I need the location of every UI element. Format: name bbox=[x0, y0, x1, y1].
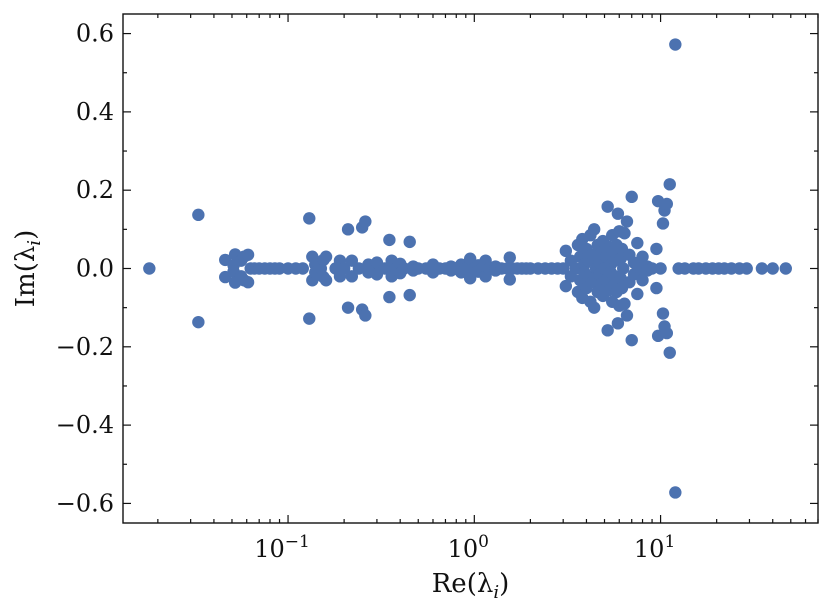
data-point bbox=[192, 208, 205, 222]
data-point bbox=[403, 288, 416, 302]
x-tick-labels: 10−1 100 101 bbox=[254, 532, 675, 563]
y-tick-label: −0.2 bbox=[56, 333, 114, 361]
x-axis-label: Re(λi) bbox=[432, 569, 510, 603]
data-point bbox=[645, 262, 659, 275]
data-point bbox=[587, 223, 601, 236]
data-point bbox=[341, 223, 355, 236]
data-point bbox=[654, 262, 667, 275]
data-point bbox=[669, 38, 682, 51]
data-point bbox=[303, 212, 316, 225]
data-point bbox=[650, 281, 663, 295]
data-point bbox=[618, 297, 631, 310]
y-tick-labels: 0.6 0.4 0.2 0.0 −0.2 −0.4 −0.6 bbox=[56, 20, 114, 518]
data-point bbox=[383, 290, 396, 304]
data-point bbox=[678, 262, 692, 275]
data-point bbox=[503, 251, 516, 264]
y-tick-label: −0.6 bbox=[56, 489, 114, 517]
data-point bbox=[359, 309, 372, 322]
data-point bbox=[740, 262, 753, 275]
x-tick-label: 10−1 bbox=[254, 532, 310, 563]
data-point bbox=[636, 250, 649, 263]
data-point bbox=[779, 262, 792, 275]
y-tick-label: 0.0 bbox=[76, 255, 114, 283]
data-point bbox=[611, 317, 625, 330]
data-point bbox=[383, 233, 396, 247]
y-tick-label: 0.2 bbox=[76, 176, 114, 204]
data-point bbox=[660, 326, 674, 340]
data-point bbox=[650, 242, 663, 256]
data-point bbox=[587, 301, 601, 314]
data-point bbox=[601, 200, 614, 213]
data-point bbox=[663, 346, 676, 359]
data-point bbox=[192, 315, 205, 329]
data-point bbox=[766, 262, 779, 275]
data-point bbox=[625, 190, 638, 204]
data-point bbox=[319, 274, 333, 287]
data-point bbox=[656, 217, 670, 230]
plot-frame bbox=[122, 13, 819, 524]
data-point bbox=[620, 309, 634, 322]
data-point bbox=[352, 262, 366, 275]
data-point bbox=[636, 274, 649, 287]
data-point bbox=[631, 287, 644, 301]
y-axis-label: Im(λi) bbox=[11, 230, 45, 307]
data-point bbox=[611, 207, 625, 220]
data-point bbox=[625, 333, 638, 347]
data-point bbox=[617, 262, 630, 275]
data-point bbox=[143, 262, 156, 275]
data-point bbox=[669, 486, 682, 499]
data-point bbox=[296, 262, 309, 275]
data-point bbox=[755, 262, 769, 275]
data-point bbox=[359, 215, 372, 228]
points-layer bbox=[143, 38, 792, 499]
data-point bbox=[559, 279, 573, 293]
y-tick-label: 0.4 bbox=[76, 98, 114, 126]
data-point bbox=[656, 307, 670, 320]
data-point bbox=[341, 301, 355, 314]
data-point bbox=[503, 273, 516, 286]
data-point bbox=[556, 262, 570, 275]
data-point bbox=[601, 324, 614, 337]
data-point bbox=[620, 215, 634, 228]
data-point bbox=[559, 244, 573, 258]
data-point bbox=[273, 262, 286, 275]
data-point bbox=[459, 262, 472, 275]
data-point bbox=[241, 248, 255, 261]
data-point bbox=[631, 236, 644, 250]
data-point bbox=[663, 178, 676, 191]
x-tick-label: 101 bbox=[634, 532, 675, 563]
y-tick-label: 0.6 bbox=[76, 20, 114, 48]
y-tick-label: −0.4 bbox=[56, 411, 114, 439]
x-tick-label: 100 bbox=[448, 532, 489, 563]
data-point bbox=[618, 227, 631, 240]
data-point bbox=[660, 197, 674, 211]
data-point bbox=[303, 312, 316, 325]
data-point bbox=[319, 250, 333, 263]
data-point bbox=[337, 262, 351, 275]
data-point bbox=[403, 235, 416, 249]
data-point bbox=[241, 276, 255, 289]
